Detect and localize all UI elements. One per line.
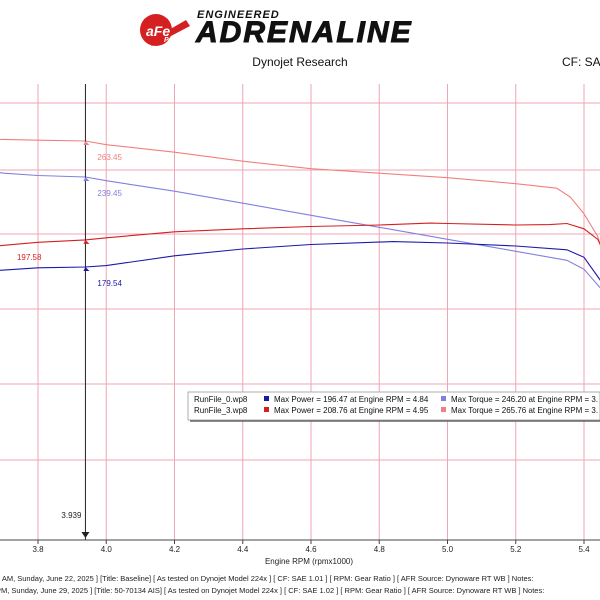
series-line (0, 172, 600, 289)
peak-label: 239.45 (97, 189, 122, 198)
chart-title: Dynojet Research (252, 55, 348, 69)
legend-swatch-power (264, 396, 269, 401)
series-line (0, 241, 600, 281)
svg-text:aFe: aFe (146, 23, 170, 39)
dyno-chart: 3.939 263.45 239.45 197.58 179.54 RunFile_0… (0, 84, 600, 566)
x-tick-label: 4.4 (237, 545, 249, 554)
x-tick-label: 5.0 (442, 545, 454, 554)
x-tick-label: 5.2 (510, 545, 522, 554)
peak-marker (83, 141, 90, 145)
peak-marker (83, 267, 90, 271)
series-line (0, 222, 600, 247)
cursor-label: 3.939 (61, 511, 82, 520)
x-tick-label: 4.0 (101, 545, 113, 554)
x-tick-label: 5.4 (578, 545, 590, 554)
correction-factor-label: CF: SA (562, 55, 600, 69)
peak-label: 263.45 (97, 153, 122, 162)
peak-label: 197.58 (17, 253, 42, 262)
grid (0, 84, 600, 540)
x-axis: 3.8 4.0 4.2 4.4 4.6 4.8 5.0 5.2 5.4 Engine RPM (r… (0, 539, 600, 566)
plot-background (0, 84, 600, 540)
legend-max-torque: Max Torque = 246.20 at Engine RPM = 3. (451, 395, 598, 404)
peak-label: 179.54 (97, 279, 122, 288)
legend: RunFile_0.wp8 Max Power = 196.47 at Engin… (187, 391, 600, 422)
legend-file: RunFile_3.wp8 (194, 406, 248, 415)
x-tick-label: 3.8 (32, 545, 44, 554)
legend-swatch-torque (441, 396, 446, 401)
svg-text:POWER: POWER (164, 37, 190, 44)
legend-box (187, 391, 600, 421)
cursor-marker[interactable] (81, 532, 90, 538)
header: aFe POWER ENGINEERED ADRENALINE Dynojet … (0, 0, 600, 84)
series-lines (0, 138, 600, 289)
legend-swatch-torque (441, 407, 446, 412)
rpm-cursor[interactable]: 3.939 (61, 84, 90, 540)
legend-max-power: Max Power = 208.76 at Engine RPM = 4.95 (274, 406, 429, 415)
footer-line-baseline: 3 AM, Sunday, June 22, 2025 ] [Title: Ba… (0, 574, 534, 583)
legend-swatch-power (264, 407, 269, 412)
series-line (0, 138, 600, 246)
peak-labels: 263.45 239.45 197.58 179.54 (17, 141, 122, 288)
afe-power-logo: aFe POWER (140, 14, 190, 46)
peak-marker (83, 177, 90, 182)
legend-max-power: Max Power = 196.47 at Engine RPM = 4.84 (274, 395, 429, 404)
legend-max-torque: Max Torque = 265.76 at Engine RPM = 3. (451, 406, 598, 415)
legend-file: RunFile_0.wp8 (194, 395, 248, 404)
x-tick-label: 4.8 (374, 545, 386, 554)
footer-line-ais: PM, Sunday, June 29, 2025 ] [Title: 50-7… (0, 586, 545, 595)
x-tick-label: 4.2 (169, 545, 181, 554)
x-tick-label: 4.6 (305, 545, 317, 554)
x-axis-label: Engine RPM (rpmx1000) (265, 557, 353, 566)
peak-marker (83, 239, 90, 244)
brand-name: ADRENALINE (196, 16, 413, 50)
brand-tagline: ENGINEERED (197, 9, 280, 21)
